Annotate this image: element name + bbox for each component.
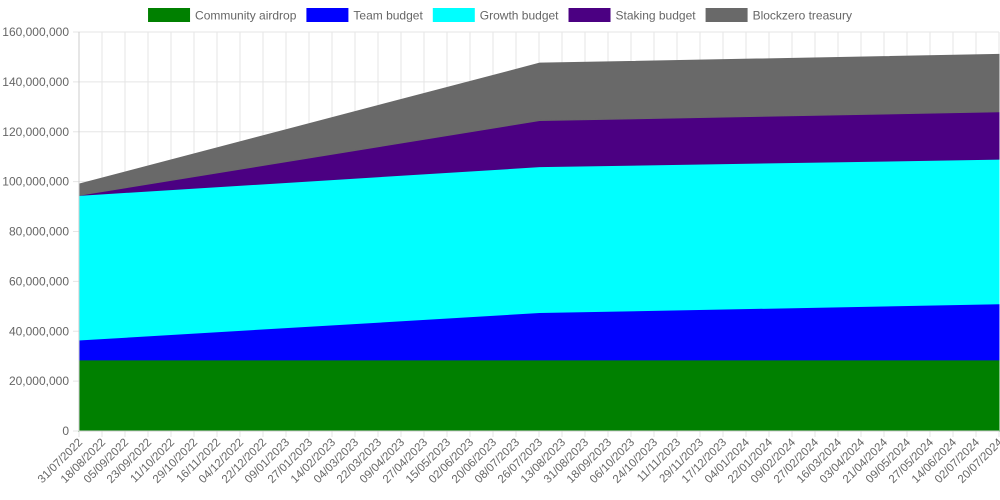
legend-label: Growth budget — [480, 9, 559, 23]
legend-swatch — [705, 8, 748, 22]
y-tick-label: 160,000,000 — [2, 25, 69, 39]
legend-label: Team budget — [353, 9, 423, 23]
y-tick-label: 120,000,000 — [2, 125, 69, 139]
area-community-airdrop — [78, 359, 1000, 432]
legend-swatch — [432, 8, 475, 22]
area-series — [78, 53, 1000, 432]
y-tick-label: 0 — [62, 424, 69, 438]
legend-swatch — [306, 8, 349, 22]
y-tick-label: 60,000,000 — [9, 274, 69, 288]
legend-label: Staking budget — [616, 9, 697, 23]
legend-item-staking-budget[interactable]: Staking budget — [568, 8, 697, 23]
legend-item-blockzero-treasury[interactable]: Blockzero treasury — [705, 8, 852, 23]
y-tick-label: 20,000,000 — [9, 374, 69, 388]
legend-item-growth-budget[interactable]: Growth budget — [432, 8, 559, 23]
y-tick-label: 80,000,000 — [9, 225, 69, 239]
legend: Community airdrop Team budget Growth budge… — [148, 8, 852, 23]
legend-label: Blockzero treasury — [753, 9, 852, 23]
y-tick-label: 100,000,000 — [2, 175, 69, 189]
legend-item-team-budget[interactable]: Team budget — [306, 8, 423, 23]
y-tick-label: 40,000,000 — [9, 324, 69, 338]
y-tick-label: 140,000,000 — [2, 75, 69, 89]
legend-swatch — [568, 8, 611, 22]
legend-swatch — [148, 8, 191, 22]
legend-label: Community airdrop — [195, 9, 297, 23]
legend-item-community-airdrop[interactable]: Community airdrop — [148, 8, 297, 23]
